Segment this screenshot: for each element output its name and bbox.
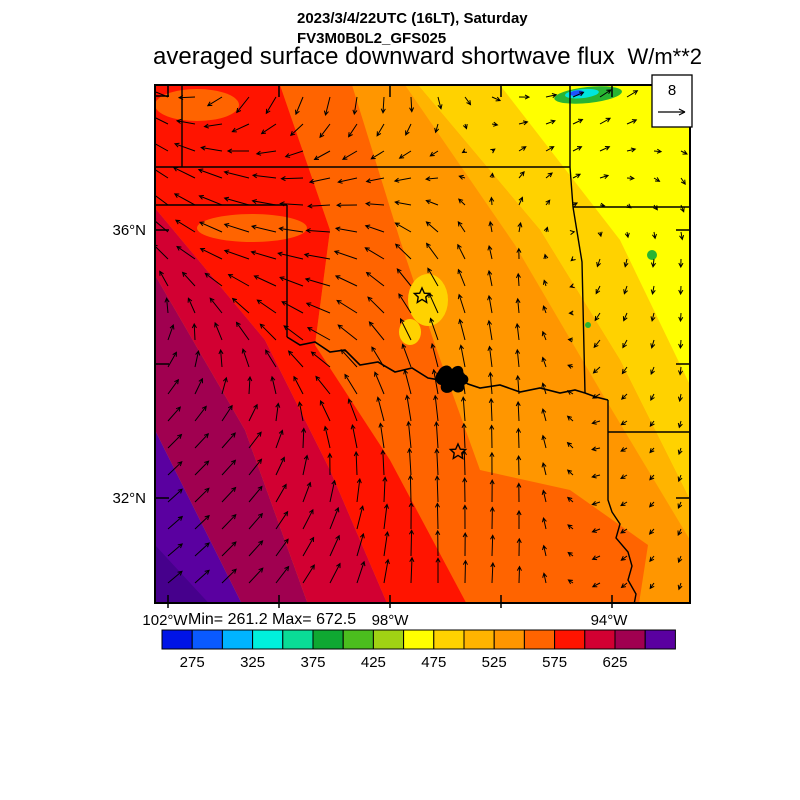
- colorbar-label: 425: [361, 654, 386, 671]
- colorbar-segment: [644, 629, 676, 650]
- flux-band-yellow: [500, 85, 690, 385]
- reference-box: [651, 74, 693, 128]
- lat-label: 32°N: [112, 490, 146, 507]
- colorbar-segment: [221, 629, 254, 650]
- colorbar-segment: [403, 629, 435, 650]
- wind-arrows: [155, 89, 690, 591]
- flux-band-deep-purple: [155, 545, 209, 603]
- lake-blob: [435, 365, 469, 393]
- wind-arrow-field: [155, 89, 690, 591]
- colorbar-segment: [584, 629, 616, 650]
- lat-label: 36°N: [112, 222, 146, 239]
- flux-band-magenta: [155, 275, 308, 603]
- colorbar-segment: [614, 629, 646, 650]
- colorbar-segment: [523, 629, 556, 650]
- colorbar-segment: [191, 629, 223, 650]
- colorbar-segment: [312, 629, 344, 650]
- main-title: averaged surface downward shortwave flux: [153, 43, 615, 70]
- lon-label: 102°W: [142, 612, 188, 629]
- flux-band-crimson: [155, 208, 387, 603]
- colorbar-label: 525: [482, 654, 507, 671]
- flux-band-red: [155, 85, 467, 603]
- colorbar-segment: [252, 629, 284, 650]
- colorbar-segment: [372, 629, 405, 650]
- colorbar-segment: [433, 629, 465, 650]
- map-frame: [154, 84, 691, 604]
- reference-value: 8: [668, 82, 676, 99]
- colorbar-label: 575: [542, 654, 567, 671]
- colorbar: 275 325 375 425 475 525 575 625: [161, 629, 676, 671]
- colorbar-segment: [463, 629, 495, 650]
- minmax-label: Min= 261.2 Max= 672.5: [188, 611, 356, 628]
- colorbar-label: 475: [421, 654, 446, 671]
- colorbar-label: 625: [602, 654, 627, 671]
- flux-band-dark-orange: [280, 85, 648, 603]
- map-area: [155, 85, 690, 603]
- colorbar-segment: [342, 629, 374, 650]
- station-star: [412, 286, 432, 304]
- station-star: [448, 442, 468, 460]
- colorbar-label: 275: [180, 654, 205, 671]
- flux-band-purple: [155, 430, 242, 603]
- lon-label: 94°W: [591, 612, 629, 629]
- flux-patch-star2: [399, 319, 421, 345]
- colorbar-segment: [282, 629, 314, 650]
- colorbar-label: 375: [300, 654, 325, 671]
- model-title: FV3M0B0L2_GFS025: [297, 30, 446, 47]
- datetime-title: 2023/3/4/22UTC (16LT), Saturday: [297, 10, 528, 27]
- colorbar-segment: [554, 629, 586, 650]
- flux-patch-star: [408, 274, 448, 326]
- flux-patch-panhandle: [197, 214, 307, 242]
- colorbar-label: 325: [240, 654, 265, 671]
- units-label: W/m**2: [627, 44, 702, 69]
- axis-ticks-and-labels: 36°N 32°N 102°W 98°W 94°W: [112, 85, 690, 629]
- colorbar-segment: [493, 629, 525, 650]
- reference-arrow-icon: [658, 108, 686, 116]
- cloud-dot-small: [585, 322, 591, 328]
- reference-arrow-box: 8: [651, 74, 693, 128]
- station-stars: [412, 286, 468, 460]
- colorbar-segment: [161, 629, 193, 650]
- cloud-dot-east: [647, 250, 657, 260]
- flux-patch-nw: [155, 89, 239, 121]
- lon-label: 98°W: [372, 612, 410, 629]
